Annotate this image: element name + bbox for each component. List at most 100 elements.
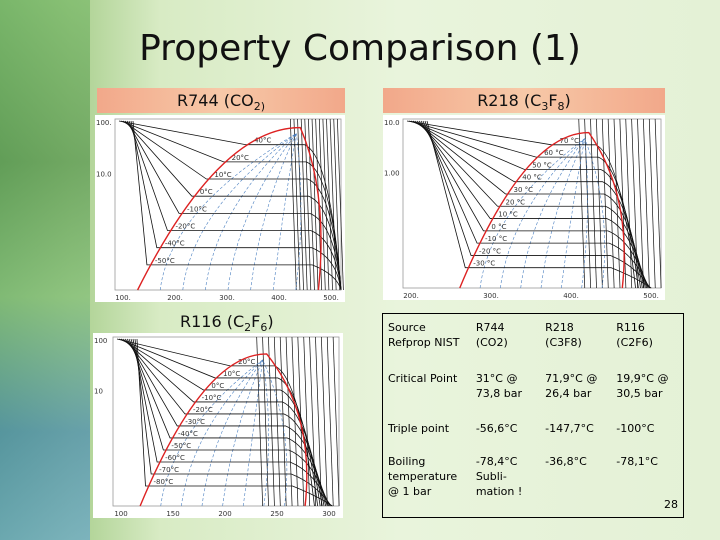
panel-label: R744 (CO2) — [97, 88, 345, 113]
ph-diagram: 70 °C 60 °C 50 °C 40 °C 30 °C 20 °C 10 °C 0 °C -… — [383, 115, 665, 300]
page-number: 28 — [664, 498, 678, 511]
saturation-dome — [459, 131, 625, 289]
table-cell: 71,9°C @ 26,4 bar — [545, 371, 598, 400]
isotherm-label: 20°C — [232, 154, 249, 162]
isentrope — [256, 336, 264, 507]
ph-diagram: 40°C 20°C 10°C 0°C -10°C -20°C -40°C -50°C 100. 1… — [95, 115, 345, 302]
isentrope — [596, 118, 603, 289]
quality-line — [250, 133, 297, 291]
quality-line — [205, 133, 297, 291]
isentrope — [304, 118, 312, 291]
isentrope — [289, 118, 297, 291]
isentrope — [293, 118, 301, 291]
x-tick-label: 400. — [563, 292, 579, 300]
x-tick-label: 500. — [643, 292, 659, 300]
x-tick-label: 100 — [114, 510, 127, 518]
table-cell: R218 (C3F8) — [545, 321, 582, 349]
isotherm-label: 60 °C — [544, 149, 564, 157]
isotherm-label: -40°C — [178, 430, 198, 438]
label-text: F — [548, 91, 558, 110]
quality-line — [479, 138, 585, 289]
label-subscript: 2) — [253, 100, 266, 114]
y-tick-label: 10.0 — [96, 170, 112, 178]
isotherm — [424, 120, 651, 289]
table-cell: -147,7°C — [545, 422, 594, 436]
table-cell: 19,9°C @ 30,5 bar — [616, 371, 669, 400]
table-row: Triple point -56,6°C -147,7°C -100°C — [383, 415, 684, 448]
isotherm-label: 10°C — [223, 370, 240, 378]
isentrope — [268, 336, 275, 507]
isotherm-label: -10°C — [187, 205, 207, 213]
quality-line — [160, 359, 263, 507]
isotherm — [136, 338, 333, 507]
isentrope — [332, 336, 340, 507]
isotherm-label: -10°C — [202, 394, 222, 402]
isotherm — [426, 120, 652, 289]
table-cell: Source Refprop NIST — [388, 321, 460, 349]
isotherm — [422, 120, 650, 289]
quality-line — [227, 133, 297, 291]
table-cell: R116 (C2F6) — [616, 321, 653, 349]
quality-line — [222, 359, 263, 507]
isotherm-label: -10 °C — [485, 235, 507, 243]
panel-label: R218 (C3F8) — [383, 88, 665, 113]
isotherm — [128, 120, 342, 291]
isotherm — [406, 120, 636, 289]
plot-frame — [402, 118, 662, 289]
x-tick-label: 300 — [322, 510, 335, 518]
table-cell: Boiling temperature @ 1 bar — [388, 455, 458, 499]
table-cell: -78,4°C Subli-mation ! — [475, 455, 523, 499]
table-cell: -36,8°C — [545, 455, 587, 469]
isotherm — [412, 120, 643, 289]
isentrope — [326, 118, 333, 291]
y-tick-label: 10.0 — [384, 119, 400, 127]
table-cell: Critical Point — [388, 371, 458, 385]
table-row: Boiling temperature @ 1 bar -78,4°C Subli… — [383, 448, 684, 517]
quality-line — [159, 133, 297, 291]
isentrope — [308, 118, 315, 291]
y-tick-label: 10 — [94, 388, 103, 396]
isotherm-label: 40 °C — [522, 174, 542, 182]
isentrope — [291, 336, 299, 507]
table-row: Source Refprop NIST R744 (CO2) R218 (C3F8)… — [383, 314, 684, 365]
isotherm — [130, 120, 342, 291]
isentrope — [279, 336, 287, 507]
isentrope — [318, 118, 326, 291]
table-cell: -56,6°C — [475, 422, 518, 436]
x-tick-label: 500. — [323, 294, 339, 302]
isotherm-label: 10 °C — [498, 211, 518, 219]
isotherm — [410, 120, 641, 289]
isentrope — [309, 336, 316, 507]
isentrope — [285, 336, 293, 507]
isentrope — [321, 336, 328, 507]
quality-line — [181, 359, 263, 507]
isentrope — [311, 118, 319, 291]
isentrope — [273, 336, 281, 507]
isentrope — [601, 118, 609, 289]
isotherm-label: 20°C — [238, 358, 255, 366]
isotherm-label: -40°C — [165, 240, 185, 248]
label-text: R744 (CO — [177, 91, 254, 110]
isentrope — [303, 336, 311, 507]
x-tick-label: 200. — [167, 294, 183, 302]
y-tick-label: 100 — [94, 337, 107, 345]
y-tick-label: 1.00 — [384, 170, 400, 178]
isentrope — [337, 118, 344, 291]
plot-frame — [112, 336, 340, 507]
isotherm — [132, 120, 342, 291]
quality-line — [242, 359, 263, 507]
isotherm — [120, 338, 321, 507]
isentrope — [584, 118, 591, 289]
isotherm-label: -30°C — [185, 418, 205, 426]
isentrope — [607, 118, 615, 289]
quality-line — [561, 138, 586, 289]
quality-line — [581, 138, 588, 289]
isentrope — [578, 118, 586, 289]
table-cell: -78,1°C — [616, 455, 658, 469]
isotherm-label: -20°C — [193, 406, 213, 414]
isentrope — [315, 336, 322, 507]
x-tick-label: 200. — [403, 292, 419, 300]
label-text: F — [251, 312, 261, 331]
isotherm-label: 10°C — [214, 171, 231, 179]
isentrope — [648, 118, 656, 289]
